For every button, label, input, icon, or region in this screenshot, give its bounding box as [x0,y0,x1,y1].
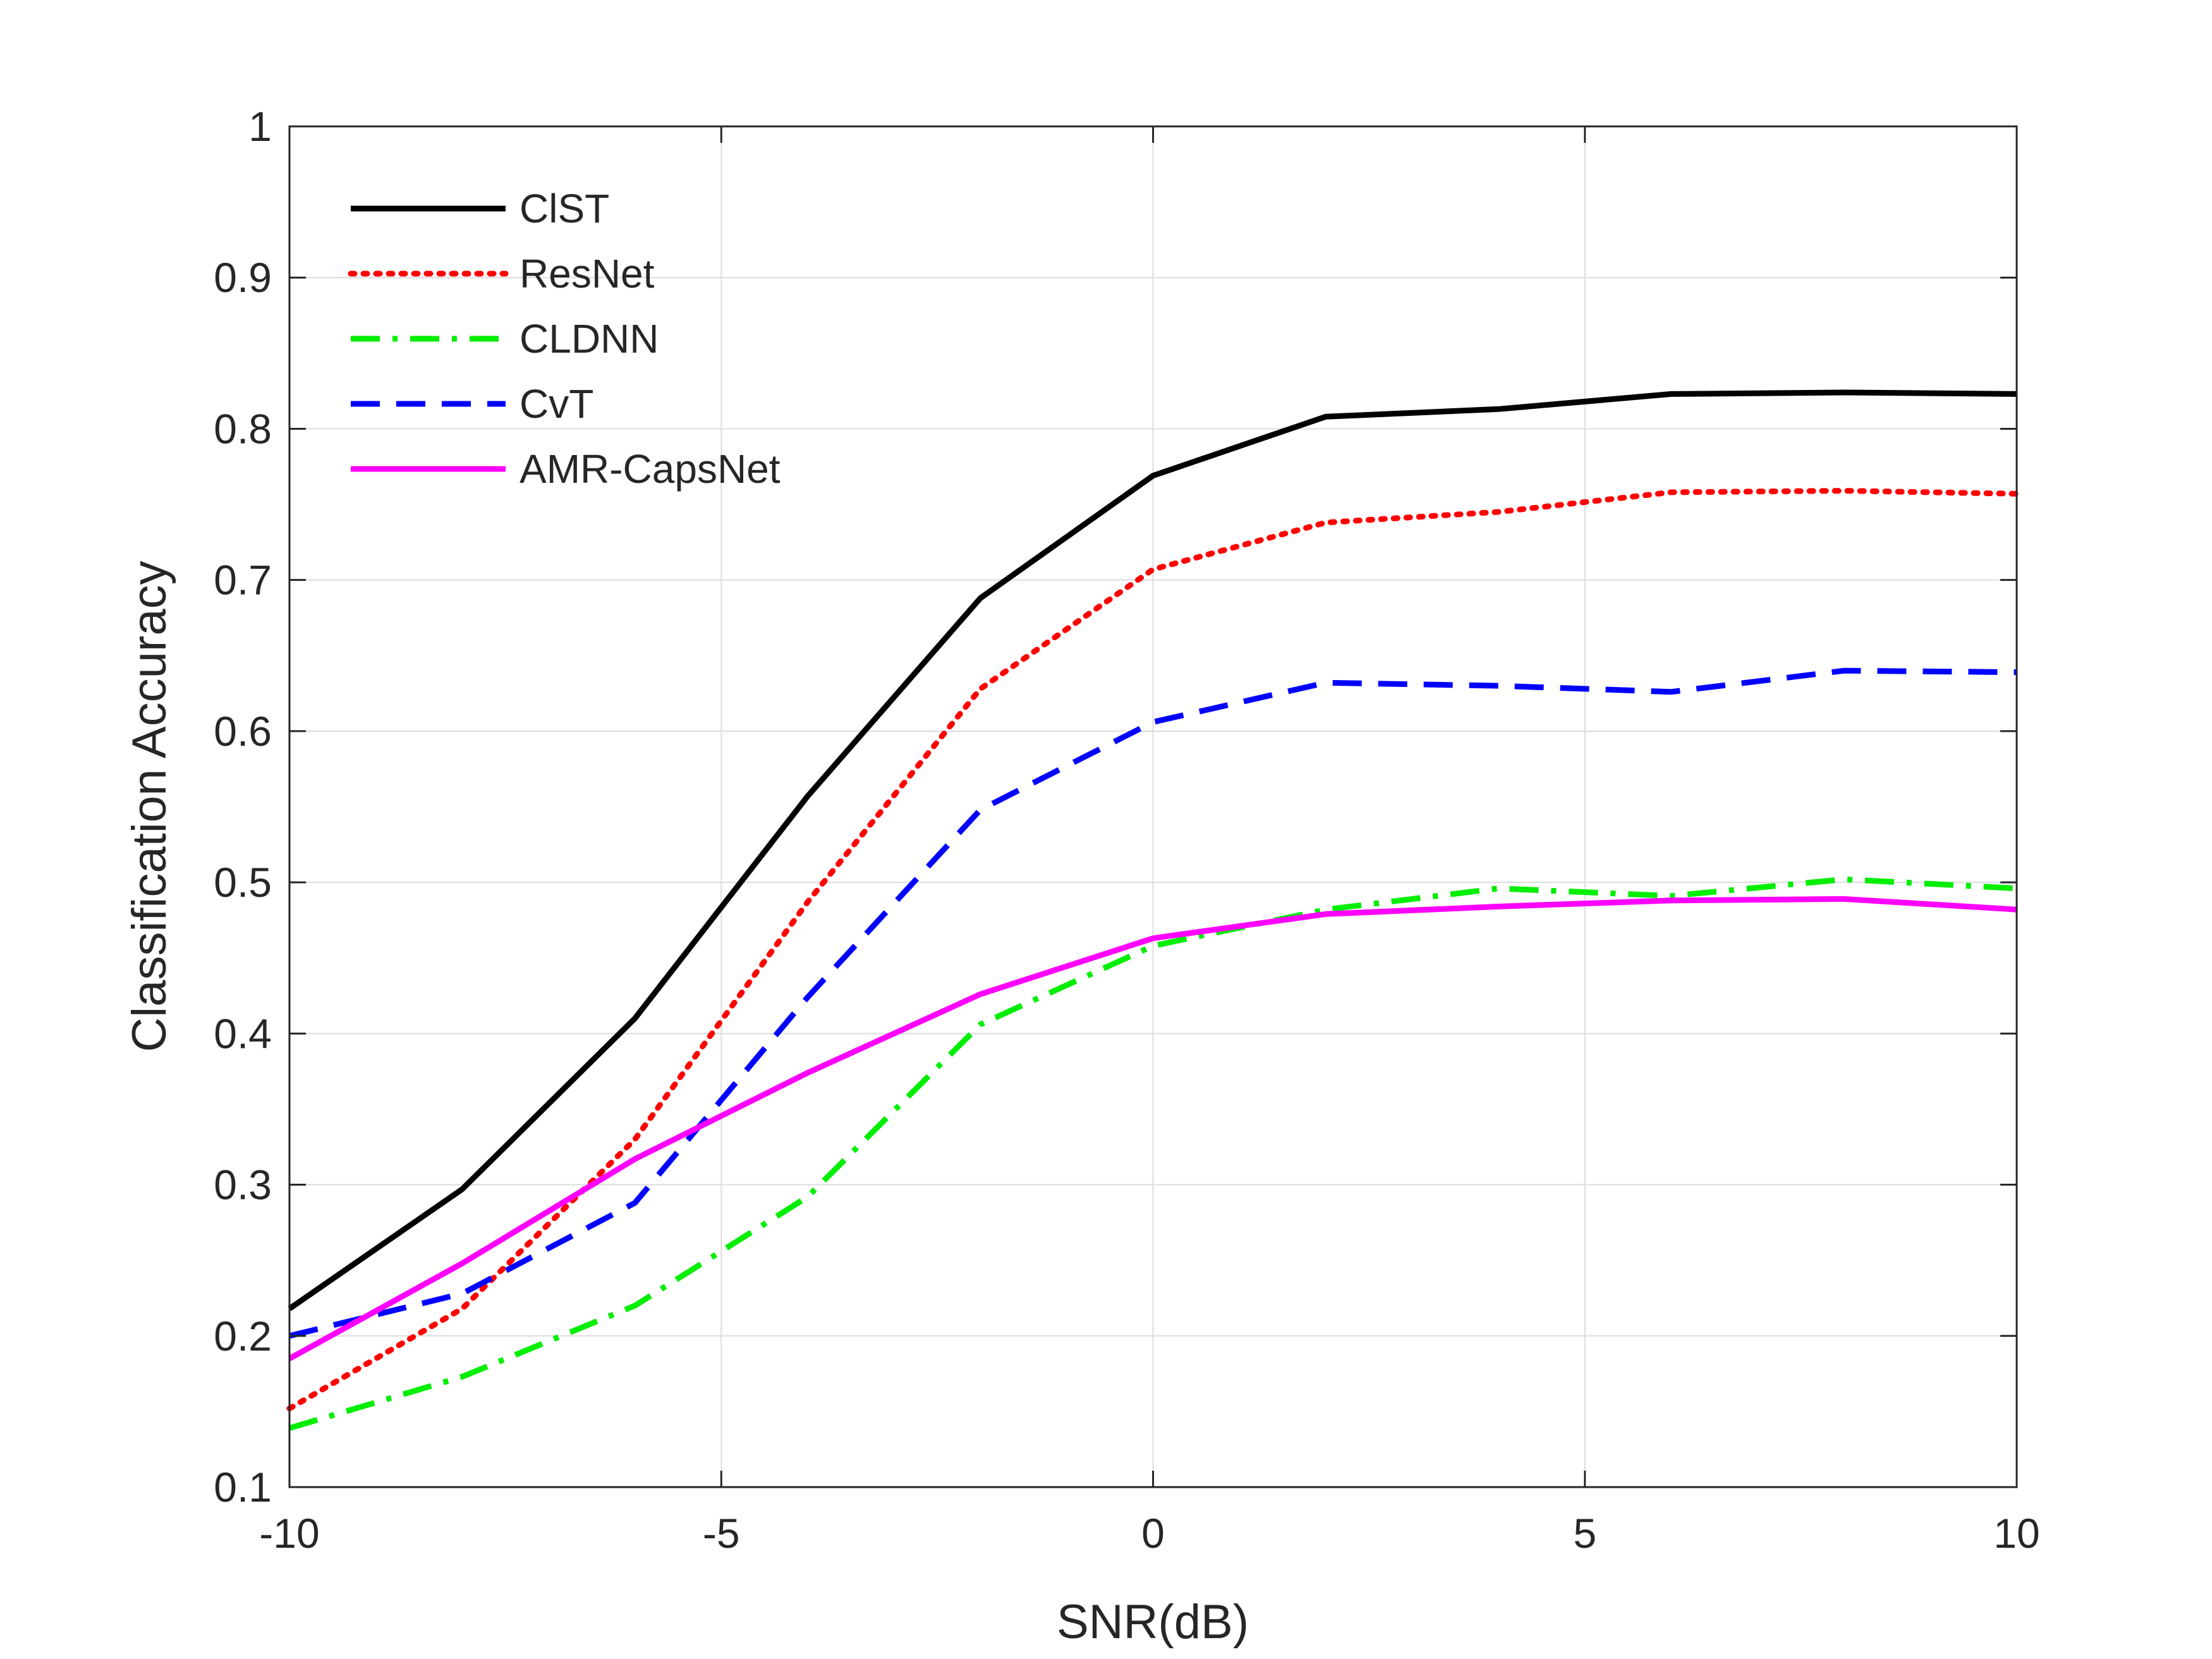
y-axis-label: Classification Accuracy [123,561,176,1052]
y-tick-label: 0.8 [214,405,272,452]
y-tick-label: 0.6 [214,708,272,755]
x-tick-label: 5 [1573,1510,1596,1557]
legend-label: CvT [520,381,593,427]
legend-label: AMR-CapsNet [520,446,781,492]
x-tick-label: -5 [703,1510,740,1557]
series-line-clst [288,389,2017,1311]
axis-ticks: -10 -5 0 5 10 0.1 0.2 0.3 0.4 0.5 0.6 0.7 0.8 0.9 1 [214,103,2039,1557]
y-tick-label: 0.5 [214,859,272,906]
y-tick-label: 0.9 [214,254,272,301]
series-line-cldnn [288,876,2017,1431]
plot-series [286,389,2020,1431]
y-tick-label: 1 [248,103,272,150]
y-tick-label: 0.1 [214,1464,272,1510]
y-tick-label: 0.7 [214,557,272,604]
series-line-amr-capsnet [288,896,2017,1361]
x-tick-label: -10 [259,1510,319,1557]
y-tick-label: 0.2 [214,1313,272,1359]
y-tick-label: 0.3 [214,1162,272,1208]
y-tick-label: 0.4 [214,1010,272,1057]
legend-label: ClST [520,186,609,231]
x-tick-label: 10 [1993,1510,2039,1557]
legend: ClST ResNet CLDNN CvT AMR-CapsNet [348,186,781,492]
series-line-resnet [286,488,2020,1412]
legend-label: ResNet [520,251,655,296]
legend-label: CLDNN [520,316,659,362]
x-axis-label: SNR(dB) [1057,1595,1249,1649]
x-tick-label: 0 [1141,1510,1165,1557]
grid-lines [289,126,2017,1487]
